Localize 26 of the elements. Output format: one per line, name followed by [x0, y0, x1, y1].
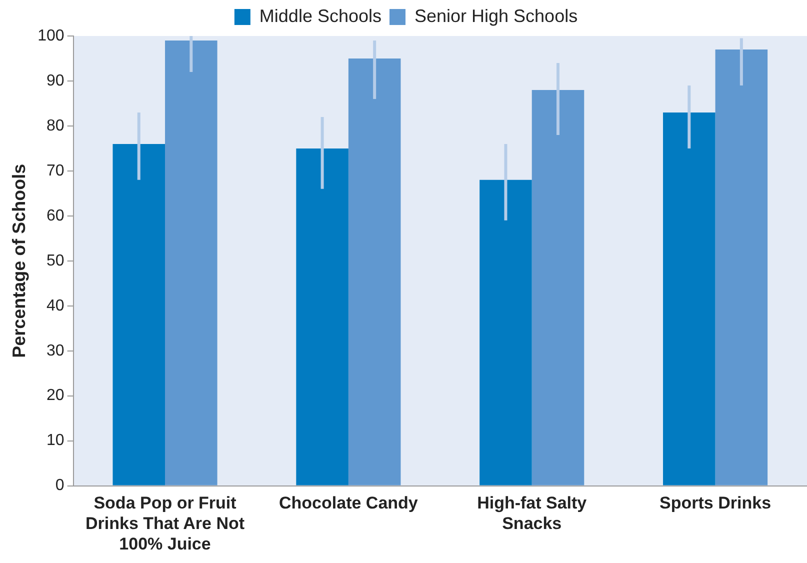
bar: [348, 58, 401, 486]
y-tick-label: 10: [46, 432, 64, 450]
y-tick-label: 50: [46, 252, 64, 270]
bar: [480, 180, 532, 486]
y-tick-label: 100: [38, 27, 64, 44]
legend-label: Middle Schools: [259, 6, 382, 26]
y-tick-label: 60: [46, 207, 64, 224]
bar: [165, 40, 218, 486]
x-tick-label: Sports Drinks: [660, 494, 772, 513]
y-tick-label: 40: [46, 297, 64, 314]
x-tick-label: Soda Pop or Fruit Drinks That Are Not 100% Juice: [86, 494, 245, 554]
bar: [532, 90, 584, 486]
bar: [715, 49, 768, 486]
y-axis-title: Percentage of Schools: [8, 164, 29, 358]
y-tick-label: 70: [46, 162, 64, 180]
x-tick-label: High-fat Salty Snacks: [477, 494, 588, 534]
bar: [663, 112, 716, 486]
y-tick-label: 80: [46, 117, 64, 134]
bar: [296, 148, 348, 486]
x-tick-label: Chocolate Candy: [279, 494, 418, 513]
y-tick-label: 90: [46, 72, 64, 90]
y-tick-label: 20: [46, 387, 64, 404]
y-tick-label: 0: [55, 477, 64, 494]
legend-label: Senior High Schools: [414, 6, 578, 26]
bar: [112, 144, 166, 486]
y-tick-label: 30: [46, 342, 64, 360]
